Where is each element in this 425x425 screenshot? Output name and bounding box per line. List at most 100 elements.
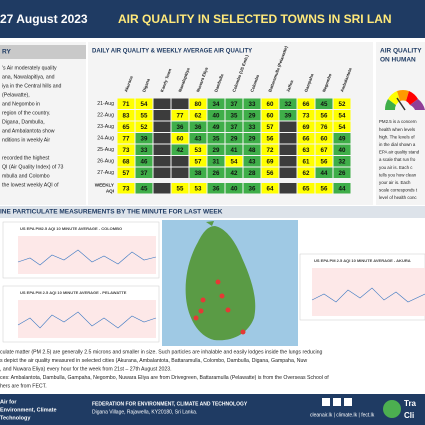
aqi-value: 53 [195,147,202,154]
aqi-cell [261,167,279,178]
aqi-cell [135,167,153,178]
aqi-cell [117,98,135,109]
aqi-value: 42 [231,170,238,177]
aqi-cell [315,144,333,155]
aqi-value: 73 [303,112,310,119]
aqi-cell [243,144,261,155]
aqi-cell [189,133,207,144]
aqi-cell [315,167,333,178]
aqi-value: 32 [285,101,292,108]
aqi-cell [333,156,351,167]
column-header: Colombo [249,74,260,93]
footer-org: FEDERATION FOR ENVIRONMENT, CLIMATE AND … [92,401,248,407]
aqi-cell [189,156,207,167]
aqi-value: 39 [285,112,292,119]
aqi-cell [117,133,135,144]
aqi-value: 44 [339,185,346,192]
aqi-value: 32 [339,158,346,165]
aqi-cell [261,183,279,194]
aqi-value: 35 [213,135,220,142]
aqi-value: 66 [303,101,310,108]
aqi-cell [297,167,315,178]
aqi-cell [171,98,189,109]
aqi-cell [261,121,279,132]
footer-right: Cli [404,411,414,420]
aqi-value: 40 [339,147,346,154]
aqi-value: 29 [231,135,238,142]
aqi-cell [117,144,135,155]
aqi-value: 36 [213,185,220,192]
aqi-cell [279,133,297,144]
aqi-value: 55 [141,112,148,119]
aqi-value: 60 [321,135,328,142]
aqi-cell [333,121,351,132]
aqi-cell [117,121,135,132]
health-heading: ON HUMAN [380,57,416,64]
aqi-cell [153,121,171,132]
aqi-value: 80 [195,101,202,108]
footer-web[interactable]: cleanair.lk | climate.lk | fect.lk [310,412,375,418]
aqi-cell [315,110,333,121]
note-line: s depict the air quality measured in sel… [0,358,307,364]
aqi-value: 62 [303,170,310,177]
summary-panel [0,42,86,205]
health-line: health when levels [379,127,416,132]
aqi-value: 33 [249,124,256,131]
aqi-value: 56 [267,135,274,142]
aqi-value: 26 [213,170,220,177]
row-label: 23-Aug [97,124,114,130]
aqi-value: 65 [123,124,130,131]
social-icon[interactable] [333,398,341,406]
aqi-cell [279,167,297,178]
aqi-value: 64 [267,185,274,192]
aqi-value: 43 [195,135,202,142]
aqi-value: 83 [123,112,130,119]
summary-line: region of the country. [2,110,50,116]
aqi-value: 29 [249,135,256,142]
aqi-cell [207,98,225,109]
aqi-cell [189,167,207,178]
social-icon[interactable] [322,398,330,406]
aqi-value: 69 [303,124,310,131]
footer-left: Environment, Climate [0,407,57,413]
row-label: WEEKLY [95,183,114,188]
aqi-cell [279,110,297,121]
aqi-value: 28 [249,170,256,177]
aqi-value: 36 [177,124,184,131]
note-line: ces: Ambalantota, Dambulla, Gampaha, Neg… [0,375,329,381]
footer-right: Tra [404,399,417,408]
aqi-cell [153,133,171,144]
aqi-value: 73 [123,185,130,192]
health-line: your air is. Each [379,180,411,185]
note-line: culate matter (PM 2.5) are generally 2.5… [0,349,322,355]
aqi-value: 77 [177,112,184,119]
logo [383,400,401,418]
aqi-value: 29 [213,147,220,154]
health-line: EPA air quality stand [379,150,420,155]
aqi-cell [297,133,315,144]
aqi-cell [261,144,279,155]
aqi-value: 38 [195,170,202,177]
aqi-cell [261,156,279,167]
summary-line: and Ambalantota show [2,128,55,134]
aqi-cell [243,133,261,144]
summary-line: (Pelawatte), [2,92,30,98]
aqi-cell [117,167,135,178]
aqi-cell [279,183,297,194]
aqi-value: 43 [249,158,256,165]
aqi-value: 35 [231,112,238,119]
aqi-cell [207,183,225,194]
aqi-value: 57 [195,158,202,165]
health-line: high. The levels of [379,134,415,139]
summary-line: ana, Nawalapitiya, and [2,74,55,80]
aqi-cell [297,183,315,194]
aqi-cell [261,133,279,144]
aqi-value: 46 [141,158,148,165]
aqi-value: 60 [267,101,274,108]
aqi-value: 57 [123,170,130,177]
social-icon[interactable] [344,398,352,406]
summary-line: 's Air moderately quality [2,65,57,71]
aqi-cell [225,121,243,132]
aqi-cell [297,144,315,155]
